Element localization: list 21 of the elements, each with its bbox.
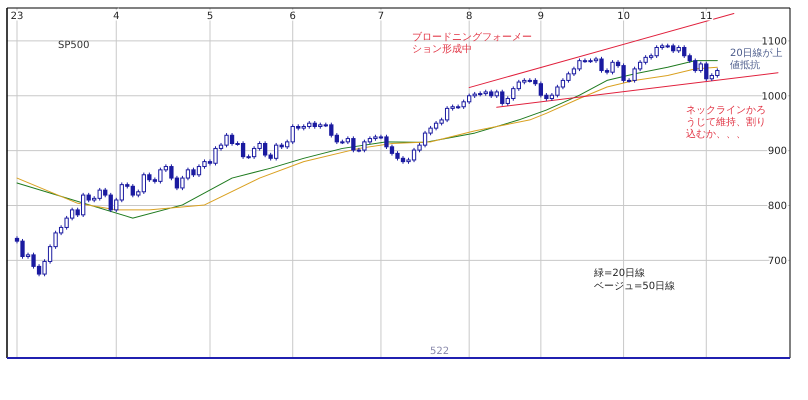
x-tick-label: 9 [538, 11, 544, 22]
x-tick-label: 8 [466, 11, 472, 22]
y-tick-label: 900 [768, 146, 787, 158]
annotation: 522 [430, 346, 450, 357]
annotation: 緑=20日線 [593, 268, 646, 279]
annotation: ブロードニングフォーメーション形成中 [412, 31, 532, 55]
annotation: 20日線が上値抵抗 [730, 47, 783, 71]
x-tick-label: 6 [290, 11, 296, 22]
x-tick-label: 5 [206, 11, 214, 22]
annotation: ベージュ=50日線 [594, 281, 676, 292]
x-tick-label: 11 [700, 11, 713, 22]
x-tick-label: 10 [617, 11, 630, 22]
y-tick-label: 800 [768, 200, 787, 212]
y-tick-label: 1000 [762, 91, 787, 102]
y-tick-label: 1100 [762, 36, 787, 48]
x-tick-label: 7 [378, 11, 384, 22]
x-tick-label: 23 [10, 11, 24, 22]
x-tick-label: 4 [113, 11, 120, 22]
annotation: ネックラインかろうじて維持、割り込むか、、、 [686, 105, 766, 140]
text: SP500 [58, 40, 90, 51]
y-tick-label: 700 [768, 256, 787, 267]
